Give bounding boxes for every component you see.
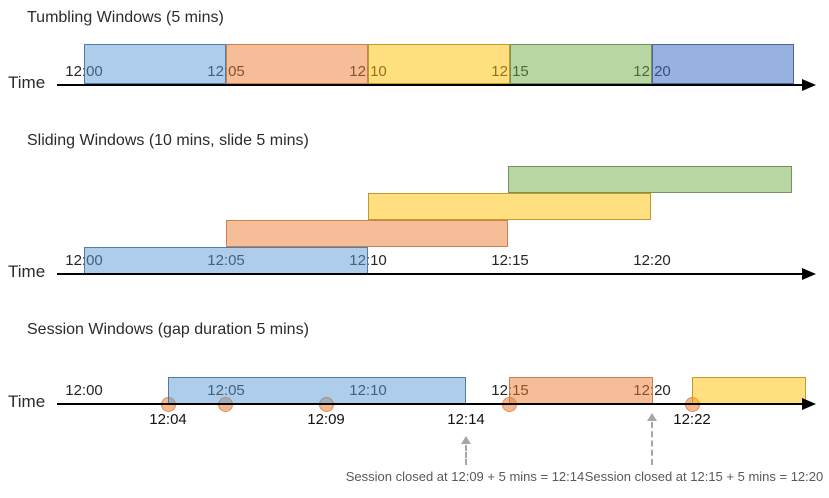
- annotation-arrow-line: [465, 445, 467, 465]
- time-axis: [57, 403, 802, 405]
- axis-arrowhead-icon: [802, 398, 816, 410]
- event-time-label-1209: 12:09: [307, 411, 345, 428]
- event-time-label-1214: 12:14: [447, 411, 485, 428]
- time-axis: [57, 84, 802, 86]
- window-box-w2: [226, 220, 508, 247]
- axis-arrowhead-icon: [802, 268, 816, 280]
- annotation-text: Session closed at 12:09 + 5 mins = 12:14: [345, 469, 585, 484]
- window-box-w2: [509, 377, 653, 404]
- window-box-w3: [368, 193, 651, 220]
- window-box-w1: [168, 377, 466, 404]
- tick-label-1215: 12:15: [491, 252, 529, 269]
- window-box-w3: [368, 44, 510, 84]
- window-box-w2: [226, 44, 368, 84]
- time-axis-label: Time: [8, 262, 46, 281]
- annotation-arrowhead-icon: [461, 436, 471, 444]
- section-title: Sliding Windows (10 mins, slide 5 mins): [27, 132, 309, 149]
- time-axis: [57, 273, 802, 275]
- window-box-w3: [692, 377, 806, 404]
- time-axis-label: Time: [8, 73, 46, 92]
- axis-arrowhead-icon: [802, 79, 816, 91]
- event-time-label-1222: 12:22: [673, 411, 711, 428]
- window-box-w4: [508, 166, 792, 193]
- window-box-w1: [84, 247, 368, 274]
- tick-label-1220: 12:20: [633, 252, 671, 269]
- window-box-w1: [84, 44, 226, 84]
- section-title: Session Windows (gap duration 5 mins): [27, 321, 309, 338]
- window-box-w4: [510, 44, 652, 84]
- annotation-arrowhead-icon: [647, 413, 657, 421]
- annotation-text: Session closed at 12:15 + 5 mins = 12:20: [584, 469, 824, 484]
- annotation-arrow-line: [651, 422, 653, 465]
- tick-label-1200: 12:00: [65, 382, 103, 399]
- section-title: Tumbling Windows (5 mins): [27, 9, 224, 26]
- window-box-w5: [652, 44, 794, 84]
- event-time-label-1204: 12:04: [149, 411, 187, 428]
- time-axis-label: Time: [8, 392, 46, 411]
